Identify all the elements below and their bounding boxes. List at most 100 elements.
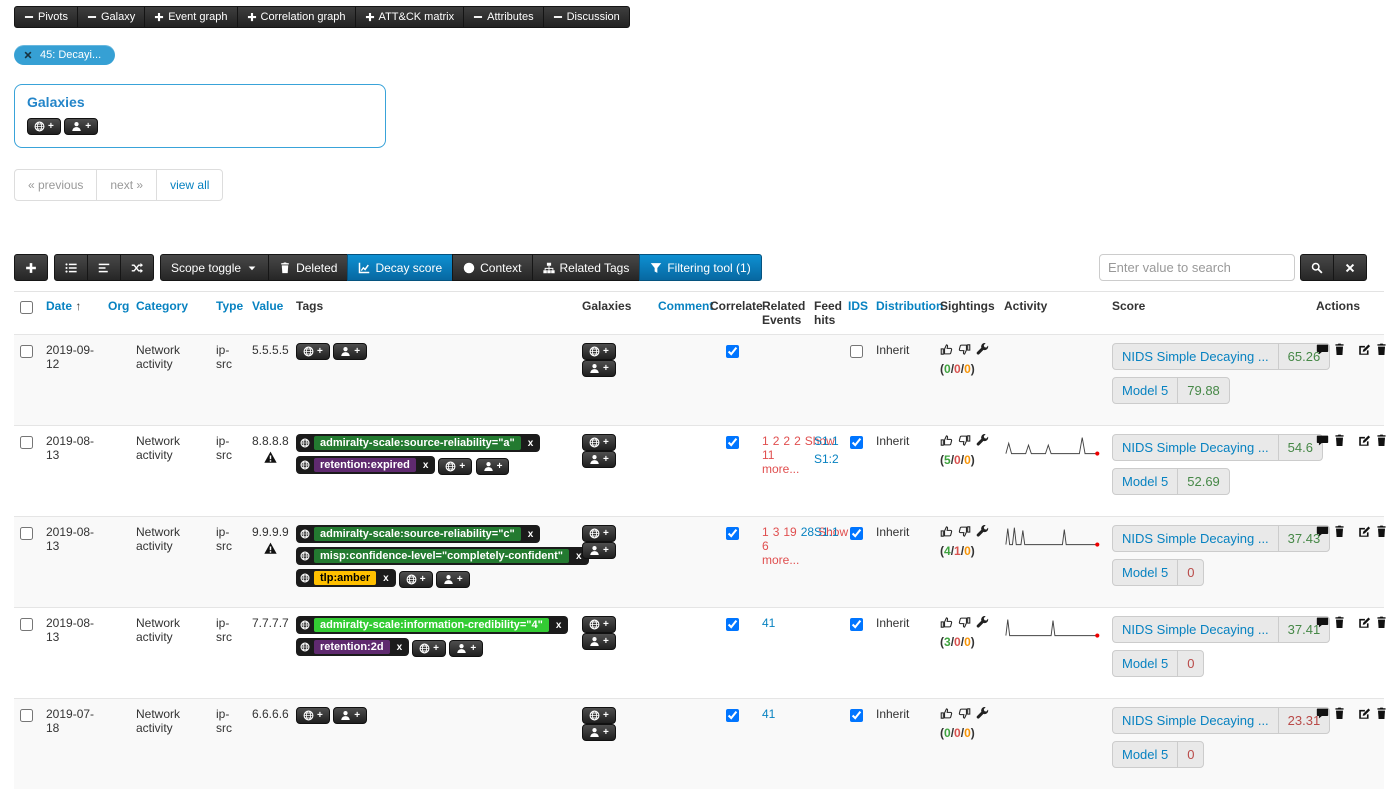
correlate-checkbox[interactable] xyxy=(725,436,739,449)
sighting-advanced-icon[interactable] xyxy=(976,525,989,538)
row-checkbox[interactable] xyxy=(20,436,33,449)
sighting-thumbs-down-icon[interactable] xyxy=(958,616,971,629)
decay-score-badge[interactable]: NIDS Simple Decaying ... 23.31 xyxy=(1112,707,1331,734)
header-category[interactable]: Category xyxy=(136,299,189,313)
add-local-tag-button[interactable]: + xyxy=(449,640,484,658)
related-event-link[interactable]: 3 xyxy=(772,525,780,539)
related-event-link[interactable]: 2 xyxy=(772,434,780,448)
sighting-advanced-icon[interactable] xyxy=(976,343,989,356)
ids-checkbox[interactable] xyxy=(850,618,863,631)
decay-score-badge[interactable]: NIDS Simple Decaying ... 65.26 xyxy=(1112,343,1331,370)
tag[interactable]: admiralty-scale:source-reliability="c" x xyxy=(296,525,541,543)
header-date[interactable]: Date xyxy=(46,299,73,313)
add-global-tag-button[interactable]: + xyxy=(398,571,433,589)
comment-action-icon[interactable] xyxy=(1316,707,1329,720)
trash-action-icon[interactable] xyxy=(1333,616,1346,629)
add-local-tag-button[interactable]: + xyxy=(333,707,368,724)
ids-checkbox[interactable] xyxy=(850,527,863,540)
context-button[interactable]: Context xyxy=(452,254,533,281)
add-local-galaxy-button[interactable]: + xyxy=(582,724,616,741)
comment-action-icon[interactable] xyxy=(1316,616,1329,629)
remove-filter-icon[interactable] xyxy=(23,50,33,60)
trash-action-icon[interactable] xyxy=(1333,525,1346,538)
related-event-link[interactable]: 41 xyxy=(762,707,776,721)
tag[interactable]: retention:expired x xyxy=(296,456,436,474)
tag[interactable]: admiralty-scale:information-credibility=… xyxy=(296,616,569,634)
add-global-galaxy-button[interactable]: + xyxy=(582,525,616,542)
decay-filter-pill[interactable]: 45: Decayi... xyxy=(14,45,116,65)
previous-page-button[interactable]: « previous xyxy=(14,169,98,201)
add-local-galaxy-button[interactable]: + xyxy=(582,360,616,377)
comment-action-icon[interactable] xyxy=(1316,525,1329,538)
deleted-button[interactable]: Deleted xyxy=(268,254,349,281)
decay-score-badge[interactable]: NIDS Simple Decaying ... 54.6 xyxy=(1112,434,1323,461)
row-checkbox[interactable] xyxy=(20,527,33,540)
row-checkbox[interactable] xyxy=(20,709,33,722)
sighting-thumbs-up-icon[interactable] xyxy=(940,616,953,629)
add-global-galaxy-button[interactable]: + xyxy=(582,707,616,724)
header-type[interactable]: Type xyxy=(216,299,244,313)
nav-tab-pivots[interactable]: Pivots xyxy=(15,7,78,27)
view-all-button[interactable]: view all xyxy=(156,169,224,201)
sighting-advanced-icon[interactable] xyxy=(976,434,989,447)
related-event-link[interactable]: 1 xyxy=(762,525,769,539)
correlate-checkbox[interactable] xyxy=(725,527,739,540)
show-more-link[interactable]: Show 11 more... xyxy=(762,434,835,476)
decay-score-badge[interactable]: Model 5 0 xyxy=(1112,559,1205,586)
scope-toggle-button[interactable]: Scope toggle xyxy=(160,254,270,281)
remove-tag-button[interactable]: x xyxy=(422,459,429,471)
edit-action-icon[interactable] xyxy=(1358,525,1371,538)
related-event-link[interactable]: 2 xyxy=(783,434,791,448)
comment-action-icon[interactable] xyxy=(1316,343,1329,356)
feed-hit-link[interactable]: S1:1 xyxy=(814,525,839,539)
filtering-tool-button[interactable]: Filtering tool (1) xyxy=(639,254,762,281)
next-page-button[interactable]: next » xyxy=(96,169,158,201)
sighting-thumbs-up-icon[interactable] xyxy=(940,434,953,447)
remove-tag-button[interactable]: x xyxy=(527,528,534,540)
add-global-galaxy-button[interactable]: + xyxy=(27,118,61,135)
nav-tab-galaxy[interactable]: Galaxy xyxy=(78,7,146,27)
decay-score-badge[interactable]: NIDS Simple Decaying ... 37.41 xyxy=(1112,616,1331,643)
trash-action-icon[interactable] xyxy=(1333,434,1346,447)
related-event-link[interactable]: 1 xyxy=(762,434,769,448)
sighting-advanced-icon[interactable] xyxy=(976,707,989,720)
add-global-galaxy-button[interactable]: + xyxy=(582,434,616,451)
edit-action-icon[interactable] xyxy=(1358,616,1371,629)
nav-tab-attributes[interactable]: Attributes xyxy=(464,7,544,27)
delete-action-icon[interactable] xyxy=(1375,343,1387,356)
add-local-galaxy-button[interactable]: + xyxy=(64,118,99,135)
add-global-tag-button[interactable]: + xyxy=(296,343,330,360)
remove-tag-button[interactable]: x xyxy=(576,550,582,562)
sighting-thumbs-down-icon[interactable] xyxy=(958,343,971,356)
related-tags-button[interactable]: Related Tags xyxy=(531,254,641,281)
add-global-galaxy-button[interactable]: + xyxy=(582,616,616,633)
add-local-galaxy-button[interactable]: + xyxy=(582,633,616,650)
header-comment[interactable]: Comment xyxy=(658,299,714,313)
nav-tab-event-graph[interactable]: Event graph xyxy=(145,7,238,27)
tag[interactable]: tlp:amber x xyxy=(296,569,396,587)
sighting-advanced-icon[interactable] xyxy=(976,616,989,629)
add-local-galaxy-button[interactable]: + xyxy=(582,542,616,559)
search-input[interactable] xyxy=(1099,254,1295,281)
add-local-galaxy-button[interactable]: + xyxy=(582,451,616,468)
tag[interactable]: retention:2d x xyxy=(296,638,410,656)
ids-checkbox[interactable] xyxy=(850,436,863,449)
add-local-tag-button[interactable]: + xyxy=(435,571,470,589)
decay-score-badge[interactable]: Model 5 79.88 xyxy=(1112,377,1230,404)
header-value[interactable]: Value xyxy=(252,299,284,313)
edit-action-icon[interactable] xyxy=(1358,343,1371,356)
add-local-tag-button[interactable]: + xyxy=(475,458,510,476)
correlate-checkbox[interactable] xyxy=(725,709,739,722)
decay-score-badge[interactable]: Model 5 0 xyxy=(1112,741,1205,768)
sighting-thumbs-up-icon[interactable] xyxy=(940,525,953,538)
header-distribution[interactable]: Distribution xyxy=(876,299,944,313)
remove-tag-button[interactable]: x xyxy=(555,619,562,631)
row-checkbox[interactable] xyxy=(20,618,33,631)
compact-view-button[interactable] xyxy=(87,254,121,281)
trash-action-icon[interactable] xyxy=(1333,343,1346,356)
remove-tag-button[interactable]: x xyxy=(396,641,403,653)
edit-action-icon[interactable] xyxy=(1358,707,1371,720)
nav-tab-correlation-graph[interactable]: Correlation graph xyxy=(238,7,356,27)
row-checkbox[interactable] xyxy=(20,345,33,358)
related-event-link[interactable]: 41 xyxy=(762,616,776,630)
